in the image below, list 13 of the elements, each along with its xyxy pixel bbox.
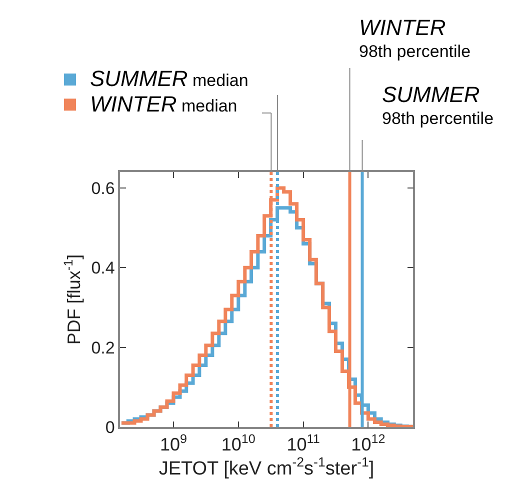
legend-label: WINTER median (90, 91, 238, 116)
x-tick-label: 10$^{12}$ (351, 432, 386, 454)
y-tick-label: 0 (105, 418, 115, 437)
y-tick-label: 0.4 (91, 258, 115, 278)
x-axis-title: JETOT [keV cm$^{-2}$s$^{-1}$ster$^{-1}$] (158, 454, 374, 480)
y-tick-label: 0.2 (91, 338, 115, 358)
x-tick-label: 10$^{11}$ (286, 432, 320, 454)
legend-label: SUMMER median (90, 66, 248, 92)
ref-line-label: SUMMER 98th percentile (382, 82, 494, 128)
x-tick-label: 10$^{9}$ (160, 432, 188, 454)
x-tick-label: 10$^{10}$ (221, 432, 256, 454)
y-tick-label: 0.6 (91, 178, 115, 198)
ref-line-label: WINTER 98th percentile (359, 15, 471, 62)
